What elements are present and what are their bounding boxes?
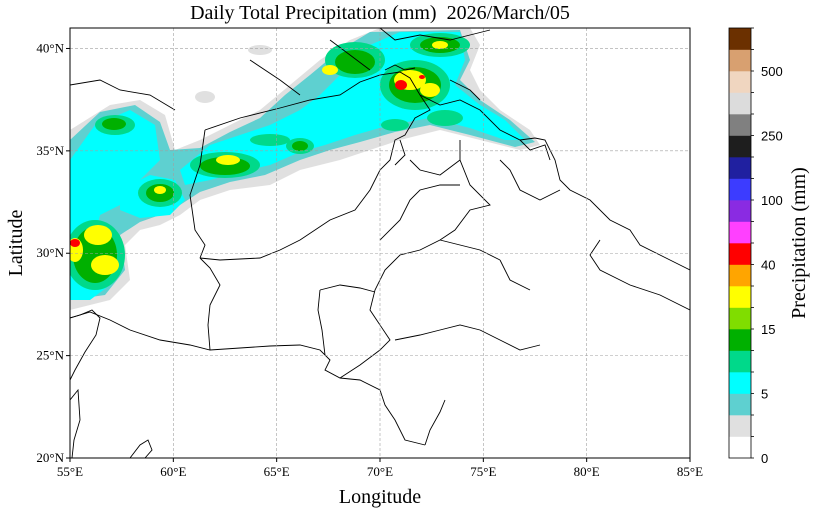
x-tick-label: 70°E: [367, 464, 393, 479]
colorbar-label: Precipitation (mm): [788, 167, 810, 319]
y-tick-label: 25°N: [36, 348, 64, 363]
y-tick-label: 20°N: [36, 450, 64, 465]
colorbar-swatch: [729, 221, 751, 244]
y-axis-label: Latitude: [5, 210, 27, 277]
x-tick-label: 75°E: [470, 464, 496, 479]
colorbar-swatch: [729, 92, 751, 115]
colorbar-tick-label: 500: [761, 64, 783, 79]
colorbar-tick-label: 0: [761, 451, 768, 466]
colorbar-tick-label: 250: [761, 129, 783, 144]
country-borders: [70, 28, 690, 458]
colorbar-swatch: [729, 372, 751, 394]
colorbar-swatch: [729, 415, 751, 437]
x-tick-label: 55°E: [57, 464, 83, 479]
x-tick-label: 65°E: [264, 464, 290, 479]
x-tick-label: 85°E: [677, 464, 703, 479]
colorbar: [729, 28, 751, 459]
colorbar-swatch: [729, 157, 751, 179]
colorbar-swatch: [729, 329, 751, 351]
gridlines: [70, 28, 690, 458]
colorbar-swatch: [729, 307, 751, 330]
y-tick-label: 30°N: [36, 245, 64, 260]
colorbar-tick-label: 5: [761, 387, 768, 402]
colorbar-swatch: [729, 49, 751, 72]
colorbar-swatch: [729, 200, 751, 222]
colorbar-tick-label: 100: [761, 193, 783, 208]
colorbar-swatch: [729, 243, 751, 265]
colorbar-swatch: [729, 178, 751, 201]
x-axis-label: Longitude: [339, 486, 421, 508]
x-tick-label: 60°E: [160, 464, 186, 479]
x-axis-ticks: 55°E 60°E 65°E 70°E 75°E 80°E 85°E: [57, 458, 703, 479]
colorbar-swatch: [729, 71, 751, 93]
y-axis-ticks: 20°N 25°N 30°N 35°N 40°N: [36, 40, 70, 465]
colorbar-tick-label: 15: [761, 322, 775, 337]
colorbar-tick-label: 40: [761, 258, 775, 273]
colorbar-swatch: [729, 28, 751, 50]
colorbar-swatch: [729, 393, 751, 416]
y-tick-label: 35°N: [36, 143, 64, 158]
precipitation-field: [70, 28, 540, 310]
colorbar-swatch: [729, 135, 751, 158]
colorbar-swatch: [729, 286, 751, 308]
y-tick-label: 40°N: [36, 40, 64, 55]
page-title: Daily Total Precipitation (mm) 2026/Marc…: [190, 2, 570, 24]
colorbar-swatch: [729, 350, 751, 373]
colorbar-swatch: [729, 264, 751, 287]
x-tick-label: 80°E: [574, 464, 600, 479]
colorbar-swatch: [729, 114, 751, 136]
colorbar-ticks: 0 5 15 40 100 250 500: [751, 27, 783, 466]
colorbar-swatch: [729, 436, 751, 459]
